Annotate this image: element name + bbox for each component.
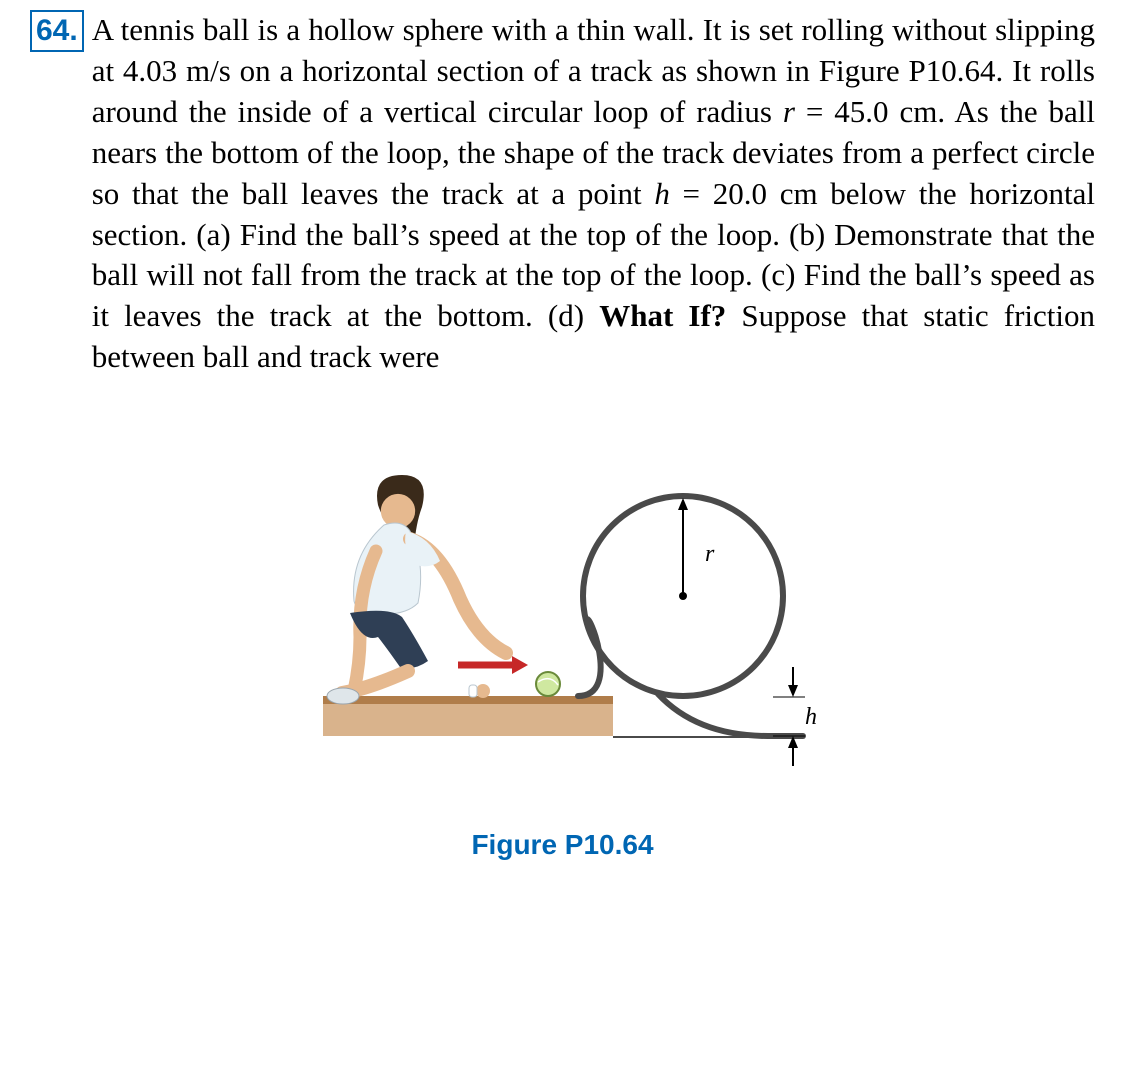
person-hand bbox=[476, 684, 490, 698]
figure-svg: rh bbox=[283, 406, 843, 806]
page: 64. A tennis ball is a hollow sphere wit… bbox=[0, 0, 1125, 891]
exit-curve bbox=[658, 694, 768, 736]
problem-number: 64. bbox=[30, 10, 84, 52]
platform-top bbox=[323, 696, 613, 704]
h-upper-arrow bbox=[788, 685, 798, 697]
person-wristband bbox=[469, 685, 477, 697]
problem-block: 64. A tennis ball is a hollow sphere wit… bbox=[30, 10, 1095, 378]
person-shoe bbox=[327, 688, 359, 704]
text-run: What If? bbox=[599, 298, 726, 333]
text-run: h bbox=[654, 176, 670, 211]
radius-label: r bbox=[705, 541, 715, 567]
figure-caption: Figure P10.64 bbox=[30, 829, 1095, 861]
radius-arrowhead bbox=[678, 498, 688, 510]
platform-body bbox=[323, 704, 613, 736]
text-run: r bbox=[783, 94, 795, 129]
h-label: h bbox=[805, 704, 817, 730]
problem-text: A tennis ball is a hollow sphere with a … bbox=[92, 10, 1095, 378]
motion-arrow-head bbox=[512, 656, 528, 674]
figure-block: rh Figure P10.64 bbox=[30, 406, 1095, 861]
